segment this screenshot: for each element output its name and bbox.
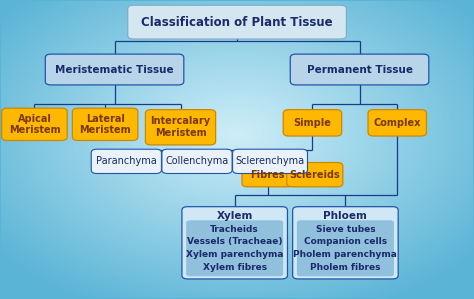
Text: Paranchyma: Paranchyma	[96, 156, 157, 166]
Text: Apical
Meristem: Apical Meristem	[9, 114, 60, 135]
FancyBboxPatch shape	[46, 54, 184, 85]
FancyBboxPatch shape	[233, 149, 308, 173]
FancyBboxPatch shape	[182, 207, 287, 279]
Text: Lateral
Meristem: Lateral Meristem	[79, 114, 131, 135]
Text: Sclereids: Sclereids	[290, 170, 340, 180]
Text: Meristematic Tissue: Meristematic Tissue	[55, 65, 174, 74]
FancyBboxPatch shape	[186, 220, 283, 276]
FancyBboxPatch shape	[297, 220, 394, 276]
Text: Sieve tubes: Sieve tubes	[316, 225, 375, 234]
FancyBboxPatch shape	[91, 149, 162, 173]
FancyBboxPatch shape	[242, 163, 293, 187]
Text: Tracheids: Tracheids	[210, 225, 259, 234]
Text: Pholem fibres: Pholem fibres	[310, 263, 381, 272]
FancyBboxPatch shape	[162, 149, 232, 173]
Text: Intercalary
Meristem: Intercalary Meristem	[150, 117, 210, 138]
Text: Xylem fibres: Xylem fibres	[202, 263, 267, 272]
FancyBboxPatch shape	[128, 5, 346, 39]
Text: Complex: Complex	[374, 118, 421, 128]
Text: Vessels (Tracheae): Vessels (Tracheae)	[187, 237, 283, 246]
Text: Classification of Plant Tissue: Classification of Plant Tissue	[141, 16, 333, 29]
Text: Phloem: Phloem	[323, 211, 367, 222]
FancyBboxPatch shape	[283, 110, 342, 136]
Text: Collenchyma: Collenchyma	[165, 156, 228, 166]
Text: Permanent Tissue: Permanent Tissue	[307, 65, 412, 74]
Text: Simple: Simple	[293, 118, 331, 128]
FancyBboxPatch shape	[290, 54, 429, 85]
Text: Companion cells: Companion cells	[304, 237, 387, 246]
FancyBboxPatch shape	[73, 108, 138, 141]
FancyBboxPatch shape	[2, 108, 67, 141]
Text: Xylem: Xylem	[217, 211, 253, 222]
FancyBboxPatch shape	[146, 110, 216, 145]
Text: Xylem parenchyma: Xylem parenchyma	[186, 250, 283, 259]
FancyBboxPatch shape	[368, 110, 427, 136]
Text: Sclerenchyma: Sclerenchyma	[236, 156, 305, 166]
FancyBboxPatch shape	[287, 163, 343, 187]
Text: Pholem parenchyma: Pholem parenchyma	[293, 250, 397, 259]
FancyBboxPatch shape	[292, 207, 398, 279]
Text: Fibres: Fibres	[250, 170, 285, 180]
